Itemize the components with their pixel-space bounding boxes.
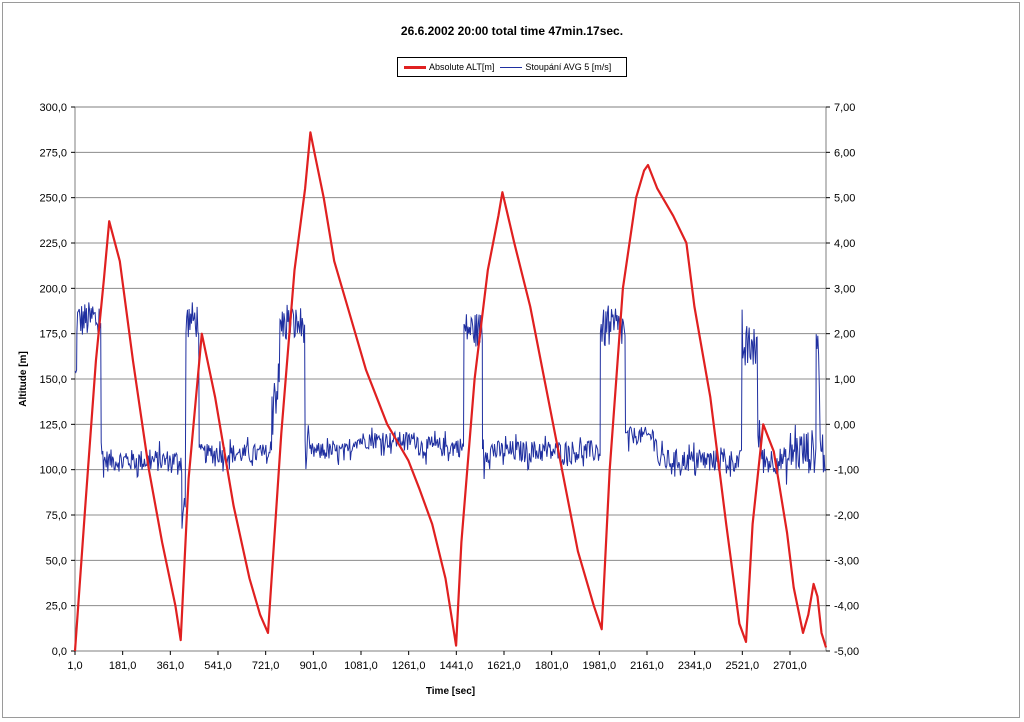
x-tick-label: 2521,0 <box>725 660 759 672</box>
x-tick-label: 2341,0 <box>678 660 712 672</box>
y2-tick-label: 5,00 <box>834 193 855 205</box>
y-tick-label: 275,0 <box>39 147 67 159</box>
x-tick-label: 2701,0 <box>773 660 807 672</box>
y2-tick-label: 0,00 <box>834 419 855 431</box>
y2-tick-label: 1,00 <box>834 374 855 386</box>
x-tick-label: 1981,0 <box>582 660 616 672</box>
y2-tick-label: -4,00 <box>834 601 859 613</box>
x-tick-label: 1,0 <box>67 660 82 672</box>
y-axis-title: Altitude [m] <box>18 351 29 407</box>
x-tick-label: 1801,0 <box>535 660 569 672</box>
y-tick-label: 175,0 <box>39 329 67 341</box>
y-tick-label: 225,0 <box>39 238 67 250</box>
legend-label-climb: Stoupání AVG 5 [m/s] <box>525 62 612 72</box>
y-tick-label: 150,0 <box>39 374 67 386</box>
x-tick-label: 2161,0 <box>630 660 664 672</box>
left-axis-ticks: 0,0 25,0 50,0 75,0 100,0 125,0 150,0 175,0 200,0… <box>39 102 75 658</box>
x-tick-label: 361,0 <box>157 660 185 672</box>
y-tick-label: 50,0 <box>46 555 67 567</box>
right-axis-ticks: -5,00 -4,00 -3,00 -2,00 -1,00 0,00 1,00 2,00 3,0… <box>826 102 859 658</box>
y-tick-label: 75,0 <box>46 510 67 522</box>
series-line-climb-rate <box>74 302 827 529</box>
y2-tick-label: 4,00 <box>834 238 855 250</box>
y2-tick-label: -5,00 <box>834 646 859 658</box>
y2-tick-label: 2,00 <box>834 329 855 341</box>
legend-item-climb: Stoupání AVG 5 [m/s] <box>500 62 611 72</box>
y-tick-label: 100,0 <box>39 465 67 477</box>
y2-tick-label: 6,00 <box>834 147 855 159</box>
x-axis-ticks: 1,0 181,0 361,0 541,0 721,0 901,0 1081,0 1261,0… <box>67 651 807 672</box>
gridlines <box>75 151 826 607</box>
chart-title: 26.6.2002 20:00 total time 47min.17sec. <box>400 24 624 38</box>
x-tick-label: 1621,0 <box>487 660 521 672</box>
x-tick-label: 1441,0 <box>439 660 473 672</box>
y2-tick-label: -1,00 <box>834 465 859 477</box>
series-line-altitude <box>73 131 828 652</box>
x-tick-label: 721,0 <box>252 660 280 672</box>
y2-tick-label: -2,00 <box>834 510 859 522</box>
x-tick-label: 1081,0 <box>344 660 378 672</box>
y-tick-label: 250,0 <box>39 193 67 205</box>
x-tick-label: 181,0 <box>109 660 137 672</box>
x-tick-label: 1261,0 <box>392 660 426 672</box>
y-tick-label: 0,0 <box>52 646 67 658</box>
x-tick-label: 901,0 <box>300 660 328 672</box>
chart-legend: Absolute ALT[m] Stoupání AVG 5 [m/s] <box>397 57 627 77</box>
legend-label-altitude: Absolute ALT[m] <box>429 62 495 72</box>
x-axis-title: Time [sec] <box>426 686 475 697</box>
y2-tick-label: -3,00 <box>834 555 859 567</box>
y-tick-label: 125,0 <box>39 419 67 431</box>
legend-item-altitude: Absolute ALT[m] <box>404 62 494 72</box>
y-tick-label: 200,0 <box>39 283 67 295</box>
legend-swatch-climb <box>500 66 523 68</box>
y-tick-label: 25,0 <box>46 601 67 613</box>
legend-swatch-altitude <box>404 65 426 69</box>
y2-tick-label: 7,00 <box>834 102 855 114</box>
y-tick-label: 300,0 <box>39 102 67 114</box>
y2-tick-label: 3,00 <box>834 283 855 295</box>
x-tick-label: 541,0 <box>204 660 232 672</box>
